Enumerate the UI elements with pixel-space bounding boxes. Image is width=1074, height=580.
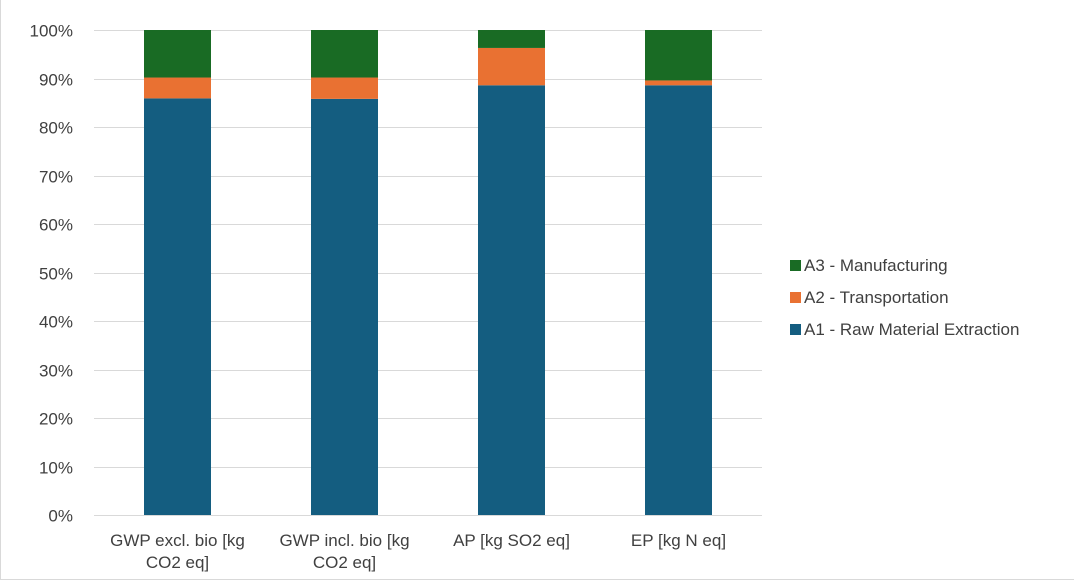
x-tick-label: CO2 eq] [313,553,376,572]
legend-swatch [790,324,801,335]
y-tick-label: 0% [48,507,73,526]
y-tick-label: 40% [39,313,73,332]
legend-label: A1 - Raw Material Extraction [804,320,1019,339]
bar-segment [144,30,211,78]
y-tick-label: 60% [39,216,73,235]
y-tick-label: 70% [39,168,73,187]
y-tick-label: 100% [30,22,73,41]
y-tick-label: 80% [39,119,73,138]
bar-segment [478,30,545,48]
y-tick-label: 30% [39,362,73,381]
bar-segment [144,98,211,515]
y-tick-label: 20% [39,410,73,429]
x-tick-label: CO2 eq] [146,553,209,572]
bar-segment [645,85,712,515]
bar-segment [645,30,712,81]
x-tick-label: EP [kg N eq] [631,531,726,550]
x-tick-label: GWP incl. bio [kg [279,531,409,550]
legend-label: A2 - Transportation [804,288,949,307]
legend-label: A3 - Manufacturing [804,256,948,275]
y-tick-label: 10% [39,459,73,478]
x-tick-label: AP [kg SO2 eq] [453,531,570,550]
bar-segment [311,98,378,516]
bar-segment [478,85,545,515]
x-tick-label: GWP excl. bio [kg [110,531,245,550]
axes: 0% 10% 20% 30% 40% 50% 60% 70% 80% 90% 100% GWP exc… [30,22,727,573]
bar-segment [645,80,712,86]
bar-segment [478,47,545,86]
legend-swatch [790,260,801,271]
bar-segment [144,77,211,99]
bar-segment [311,30,378,78]
bar-segment [311,77,378,99]
bars [144,30,712,516]
legend-swatch [790,292,801,303]
y-tick-label: 50% [39,265,73,284]
legend: A3 - Manufacturing A2 - Transportation A1 … [790,256,1019,339]
y-tick-label: 90% [39,71,73,90]
